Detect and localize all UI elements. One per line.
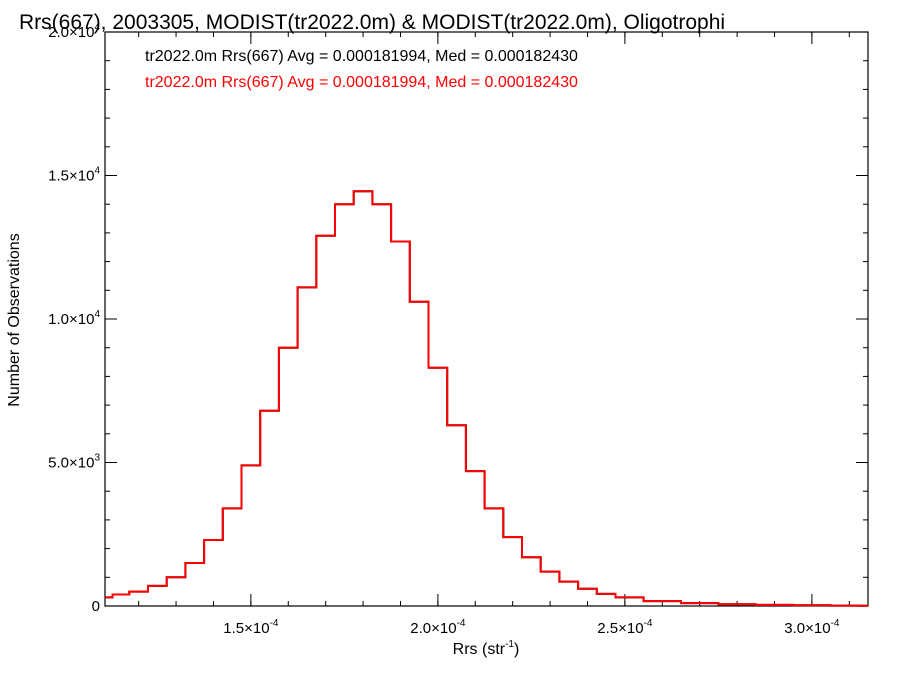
x-tick-label-exponent: -4: [644, 618, 653, 629]
x-tick-label-exponent: -4: [831, 618, 840, 629]
y-tick-label-mantissa: 1.0×10: [48, 311, 94, 328]
x-axis-label: Rrs (str-1): [453, 639, 520, 658]
x-tick-label: 1.5×10-4: [223, 618, 279, 637]
stats-annotations: tr2022.0m Rrs(667) Avg = 0.000181994, Me…: [145, 48, 578, 91]
plot-border: [104, 31, 869, 607]
y-tick-label: 0: [92, 598, 100, 615]
y-axis-label: Number of Observations: [6, 233, 23, 406]
y-tick-label-exponent: 4: [94, 22, 100, 33]
x-axis-ticks: 1.5×10-4 2.0×10-4 2.5×10-4 3.0×10-4: [138, 32, 850, 637]
y-tick-label-mantissa: 2.0×10: [48, 24, 94, 41]
x-tick-label: 2.5×10-4: [597, 618, 653, 637]
stats-line-0: tr2022.0m Rrs(667) Avg = 0.000181994, Me…: [145, 48, 578, 65]
y-tick-label-exponent: 4: [94, 309, 100, 320]
y-tick-label-exponent: 4: [94, 166, 100, 177]
x-tick-label: 3.0×10-4: [784, 618, 840, 637]
histogram-series-0: [105, 190, 868, 607]
y-tick-label: 5.0×103: [48, 453, 100, 472]
stats-line-1: tr2022.0m Rrs(667) Avg = 0.000181994, Me…: [145, 74, 578, 91]
series-layer: [105, 190, 868, 607]
chart-title: Rrs(667), 2003305, MODIST(tr2022.0m) & M…: [19, 11, 725, 34]
y-tick-label: 2.0×104: [48, 22, 100, 41]
y-tick-label-mantissa: 1.5×10: [48, 168, 94, 185]
x-tick-label-mantissa: 1.5×10: [223, 620, 269, 637]
x-tick-label: 2.0×10-4: [410, 618, 466, 637]
x-tick-label-mantissa: 2.5×10: [597, 620, 643, 637]
y-tick-label-mantissa: 0: [92, 598, 100, 615]
y-tick-label: 1.0×104: [48, 309, 100, 328]
x-tick-label-exponent: -4: [457, 618, 466, 629]
histogram-series-1: [105, 190, 868, 607]
x-tick-label-exponent: -4: [270, 618, 279, 629]
y-tick-label: 1.5×104: [48, 166, 100, 185]
y-tick-label-exponent: 3: [94, 453, 100, 464]
y-tick-label-mantissa: 5.0×10: [48, 455, 94, 472]
x-tick-label-mantissa: 2.0×10: [410, 620, 456, 637]
x-tick-label-mantissa: 3.0×10: [784, 620, 830, 637]
plot-frame: [104, 31, 869, 607]
